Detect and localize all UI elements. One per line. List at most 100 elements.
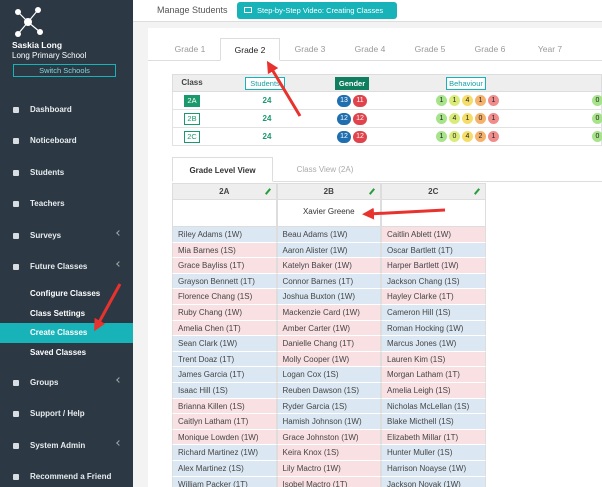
student-card[interactable]: Caitlyn Latham (1T) xyxy=(172,414,277,430)
student-card[interactable]: Harper Bartlett (1W) xyxy=(381,258,486,274)
student-card[interactable]: Aaron Alister (1W) xyxy=(276,242,381,259)
behaviour-count: 0 xyxy=(475,113,486,124)
student-card[interactable]: Isaac Hill (1S) xyxy=(172,383,277,399)
student-card[interactable]: Roman Hocking (1W) xyxy=(381,320,486,337)
unplaced-area xyxy=(172,200,277,227)
student-card[interactable]: Amber Carter (1W) xyxy=(276,320,381,337)
submenu-item[interactable]: Create Classes xyxy=(30,328,88,337)
submenu-item[interactable]: Configure Classes xyxy=(30,289,101,298)
menu-item[interactable]: Students xyxy=(30,168,65,177)
student-card[interactable]: Lauren Kim (1S) xyxy=(381,351,486,368)
student-card[interactable]: Mackenzie Card (1W) xyxy=(276,305,381,321)
gender-count: 12 xyxy=(353,131,367,143)
student-card[interactable]: Keira Knox (1S) xyxy=(276,445,381,461)
switch-schools-button[interactable]: Switch Schools xyxy=(13,64,116,77)
class-badge[interactable]: 2B xyxy=(184,113,200,125)
student-card[interactable]: Nicholas McLellan (1S) xyxy=(381,398,486,415)
student-card[interactable]: Ryder Garcia (1S) xyxy=(276,398,381,415)
student-card[interactable]: Molly Cooper (1W) xyxy=(276,351,381,368)
student-card[interactable]: Reuben Dawson (1S) xyxy=(276,383,381,399)
student-card[interactable]: Logan Cox (1S) xyxy=(276,367,381,383)
menu-item[interactable]: Groups xyxy=(30,378,59,387)
student-card[interactable]: Morgan Latham (1T) xyxy=(381,367,486,383)
unplaced-student[interactable]: Xavier Greene xyxy=(302,207,355,216)
view-tab[interactable]: Grade Level View xyxy=(172,157,273,182)
grade-tab[interactable]: Grade 1 xyxy=(174,44,206,54)
menu-item[interactable]: Surveys xyxy=(30,231,62,240)
grade-tab[interactable]: Year 7 xyxy=(537,44,563,54)
student-card[interactable]: Oscar Bartlett (1T) xyxy=(381,242,486,259)
student-card[interactable]: Hamish Johnson (1W) xyxy=(276,414,381,430)
student-card[interactable]: Katelyn Baker (1W) xyxy=(276,258,381,274)
student-card[interactable]: Amelia Chen (1T) xyxy=(172,320,277,337)
grade-tab[interactable]: Grade 6 xyxy=(474,44,506,54)
student-card[interactable]: Monique Lowden (1W) xyxy=(172,429,277,446)
student-card[interactable]: Lily Mactro (1W) xyxy=(276,461,381,477)
student-card[interactable]: Amelia Leigh (1S) xyxy=(381,383,486,399)
summary-header: Class xyxy=(181,78,203,87)
summary-header[interactable]: Behaviour xyxy=(446,77,486,90)
student-card[interactable]: Blake Micthell (1S) xyxy=(381,414,486,430)
menu-item[interactable]: Teachers xyxy=(30,199,65,208)
student-card[interactable]: James Garcia (1T) xyxy=(172,367,277,383)
student-card[interactable]: Grace Johnston (1W) xyxy=(276,429,381,446)
student-card[interactable]: Caitlin Ablett (1W) xyxy=(381,227,486,243)
submenu-item[interactable]: Class Settings xyxy=(30,309,86,318)
class-badge[interactable]: 2C xyxy=(184,131,200,143)
student-card[interactable]: Elizabeth Millar (1T) xyxy=(381,429,486,446)
student-card[interactable]: Hayley Clarke (1T) xyxy=(381,289,486,305)
student-card[interactable]: Beau Adams (1W) xyxy=(276,227,381,243)
student-card[interactable]: Brianna Killen (1S) xyxy=(172,398,277,415)
student-card[interactable]: William Packer (1T) xyxy=(172,476,277,487)
grade-tab[interactable]: Grade 2 xyxy=(220,38,280,61)
student-card[interactable]: Richard Martinez (1W) xyxy=(172,445,277,461)
menu-item[interactable]: Support / Help xyxy=(30,409,85,418)
student-card[interactable]: Jackson Chang (1S) xyxy=(381,273,486,290)
behaviour-count: 1 xyxy=(488,95,499,106)
gender-count: 12 xyxy=(337,113,351,125)
view-tab[interactable]: Class View (2A) xyxy=(296,165,354,174)
logo xyxy=(15,7,43,37)
student-card[interactable]: Harrison Noayse (1W) xyxy=(381,461,486,477)
menu-icon xyxy=(13,380,19,386)
menu-item[interactable]: Recommend a Friend xyxy=(30,472,112,481)
behaviour-count: 4 xyxy=(449,113,460,124)
student-card[interactable]: Mia Barnes (1S) xyxy=(172,242,277,259)
student-card[interactable]: Sean Clark (1W) xyxy=(172,336,277,352)
behaviour-count: 2 xyxy=(475,131,486,142)
student-card[interactable]: Connor Barnes (1T) xyxy=(276,273,381,290)
summary-header[interactable]: Gender xyxy=(335,77,369,90)
student-card[interactable]: Cameron Hill (1S) xyxy=(381,305,486,321)
menu-item[interactable]: Future Classes xyxy=(30,262,88,271)
student-card[interactable]: Ruby Chang (1W) xyxy=(172,305,277,321)
class-badge[interactable]: 2A xyxy=(184,95,200,107)
student-card[interactable]: Marcus Jones (1W) xyxy=(381,336,486,352)
menu-item[interactable]: Noticeboard xyxy=(30,136,77,145)
submenu-item[interactable]: Saved Classes xyxy=(30,348,87,357)
student-card[interactable]: Alex Martinez (1S) xyxy=(172,461,277,477)
class-column-header: 2B xyxy=(276,183,381,200)
tabs-baseline xyxy=(148,60,602,61)
student-card[interactable]: Grayson Bennett (1T) xyxy=(172,273,277,290)
student-card[interactable]: Trent Doaz (1T) xyxy=(172,351,277,368)
summary-header[interactable]: Students xyxy=(245,77,285,90)
menu-icon xyxy=(13,443,19,449)
menu-item[interactable]: Dashboard xyxy=(30,105,72,114)
student-card[interactable]: Grace Bayliss (1T) xyxy=(172,258,277,274)
video-button[interactable]: Step-by-Step Video: Creating Classes xyxy=(237,2,397,19)
grade-tab[interactable]: Grade 4 xyxy=(354,44,386,54)
menu-icon xyxy=(13,474,19,480)
student-card[interactable]: Joshua Buxton (1W) xyxy=(276,289,381,305)
grade-tab[interactable]: Grade 5 xyxy=(414,44,446,54)
student-card[interactable]: Jackson Novak (1W) xyxy=(381,476,486,487)
menu-item[interactable]: System Admin xyxy=(30,441,86,450)
student-card[interactable]: Hunter Muller (1S) xyxy=(381,445,486,461)
grade-tab[interactable]: Grade 3 xyxy=(294,44,326,54)
student-card[interactable]: Danielle Chang (1T) xyxy=(276,336,381,352)
student-card[interactable]: Isobel Mactro (1T) xyxy=(276,476,381,487)
video-icon xyxy=(244,7,252,13)
behaviour-count: 0 xyxy=(449,131,460,142)
student-card[interactable]: Florence Chang (1S) xyxy=(172,289,277,305)
student-card[interactable]: Riley Adams (1W) xyxy=(172,227,277,243)
